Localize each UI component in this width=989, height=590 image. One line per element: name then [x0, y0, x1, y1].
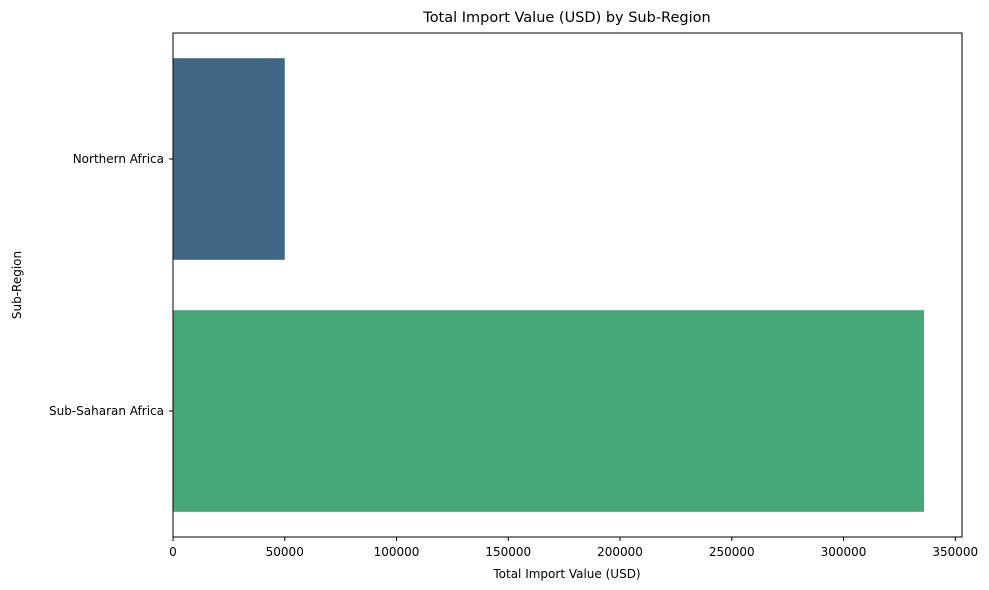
y-axis-label: Sub-Region — [10, 251, 24, 319]
x-tick-label: 250000 — [709, 545, 755, 559]
x-tick-label: 150000 — [485, 545, 531, 559]
x-tick-label: 350000 — [932, 545, 978, 559]
y-axis: Northern Africa Sub-Saharan Africa — [49, 152, 173, 418]
x-tick-label: 100000 — [374, 545, 420, 559]
x-tick-label: 50000 — [266, 545, 304, 559]
bar-northern-africa — [173, 58, 285, 260]
x-axis-label: Total Import Value (USD) — [492, 567, 640, 581]
x-tick-label: 200000 — [597, 545, 643, 559]
x-tick-label: 0 — [169, 545, 177, 559]
chart-title: Total Import Value (USD) by Sub-Region — [422, 10, 710, 26]
x-tick-label: 300000 — [821, 545, 867, 559]
x-axis: 0 50000 100000 150000 200000 250000 300000 3500… — [169, 537, 978, 559]
bar-sub-saharan-africa — [173, 310, 925, 512]
plot-area-frame — [172, 32, 963, 538]
bars-group — [173, 58, 925, 512]
y-tick-label: Northern Africa — [73, 152, 164, 166]
y-tick-label: Sub-Saharan Africa — [49, 404, 164, 418]
